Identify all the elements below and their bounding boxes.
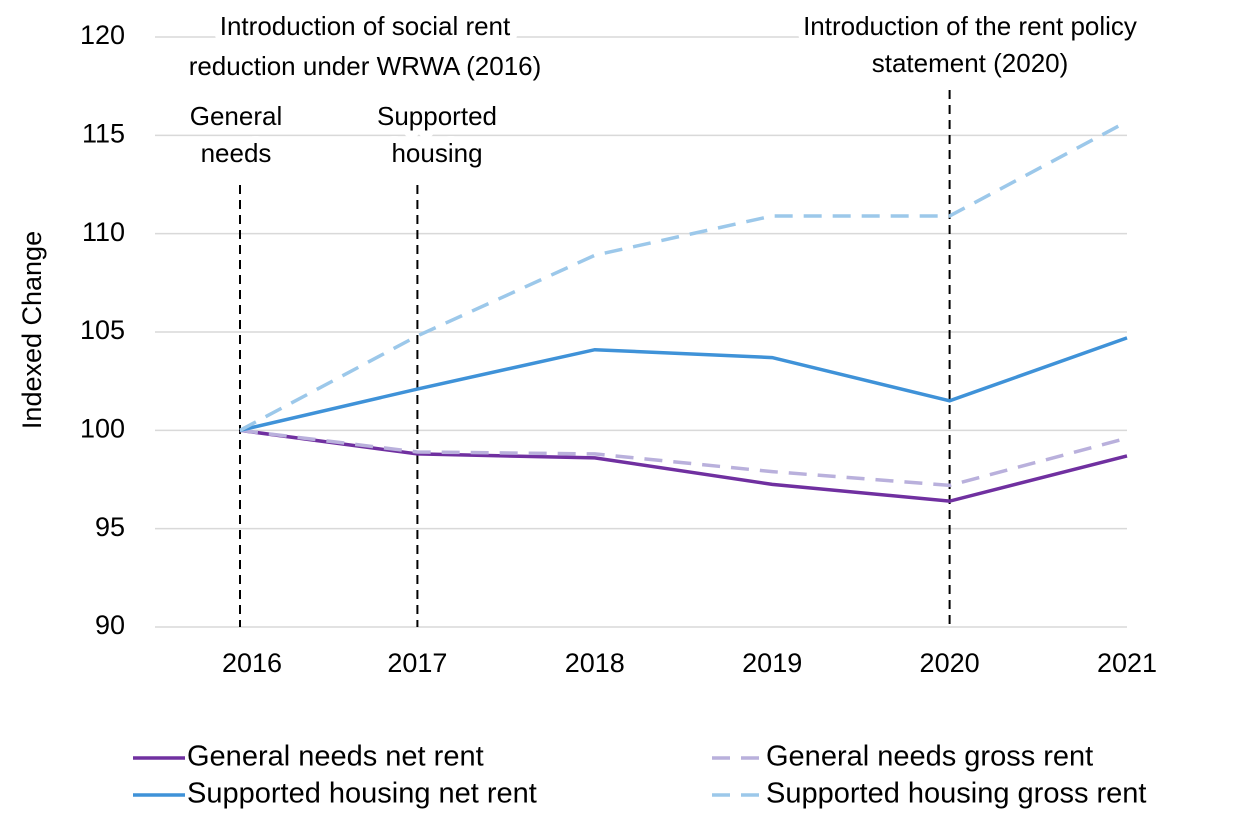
y-tick-label: 105 <box>80 315 125 345</box>
legend-label: General needs net rent <box>187 741 484 773</box>
annotation: statement (2020) <box>872 48 1069 78</box>
annotation: reduction under WRWA (2016) <box>189 51 542 81</box>
y-tick-label: 120 <box>80 20 125 50</box>
x-tick-label: 2018 <box>565 648 625 678</box>
series-line <box>239 120 1128 432</box>
y-tick-label: 90 <box>95 610 125 640</box>
legend-label: General needs gross rent <box>766 741 1093 773</box>
legend-label: Supported housing gross rent <box>766 778 1146 810</box>
x-tick-label: 2021 <box>1097 648 1157 678</box>
annotation: Supported <box>377 101 497 131</box>
x-tick-label: 2017 <box>387 648 447 678</box>
y-axis-title: Indexed Change <box>17 231 47 429</box>
x-tick-label: 2019 <box>742 648 802 678</box>
annotation: General <box>190 101 283 131</box>
legend-label: Supported housing net rent <box>187 778 537 810</box>
series-line <box>239 428 1128 488</box>
annotation: needs <box>201 138 272 168</box>
y-tick-label: 110 <box>82 217 125 247</box>
annotation: Introduction of social rent <box>220 11 511 41</box>
annotation: housing <box>391 138 482 168</box>
y-tick-label: 95 <box>95 512 125 542</box>
x-tick-label: 2020 <box>920 648 980 678</box>
series-line <box>239 336 1128 433</box>
y-tick-label: 115 <box>82 118 125 148</box>
annotation: Introduction of the rent policy <box>803 11 1137 41</box>
series-line <box>239 428 1128 503</box>
y-tick-label: 100 <box>80 413 125 443</box>
x-tick-label: 2016 <box>222 648 282 678</box>
